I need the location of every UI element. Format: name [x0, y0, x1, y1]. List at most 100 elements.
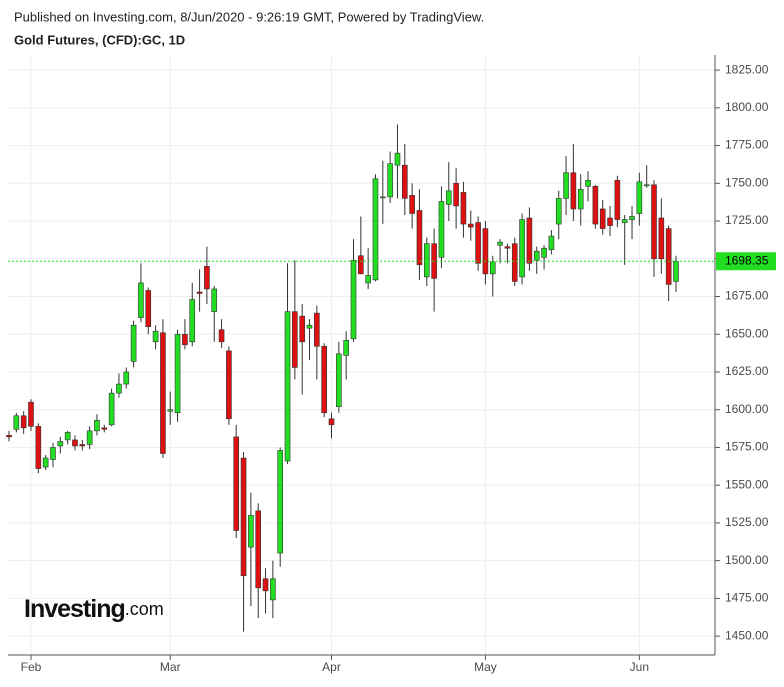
- grid: [8, 55, 715, 655]
- candle-body: [555, 198, 562, 225]
- x-tick-label: Apr: [322, 660, 341, 674]
- candle-body: [658, 217, 665, 260]
- candle-body: [577, 189, 584, 210]
- y-tick-label: 1750.00: [725, 175, 769, 189]
- candle-body: [226, 350, 232, 420]
- candles: [6, 124, 679, 632]
- y-tick-label: 1450.00: [725, 628, 769, 642]
- candle-body: [108, 392, 115, 426]
- candle-body: [563, 172, 569, 199]
- candle-body: [160, 332, 166, 454]
- candle-body: [394, 152, 401, 166]
- candle-body: [145, 290, 152, 327]
- candle-body: [284, 311, 291, 462]
- y-tick-label: 1600.00: [725, 402, 769, 416]
- candle-body: [358, 255, 364, 275]
- candle-body: [233, 436, 240, 531]
- candle-body: [482, 228, 489, 275]
- candle-body: [299, 315, 305, 343]
- candle-body: [292, 311, 298, 368]
- candle-body: [130, 324, 137, 362]
- candle-body: [94, 419, 100, 432]
- candle-body: [365, 275, 371, 284]
- candle-body: [57, 441, 64, 447]
- x-tick-label: Jun: [630, 660, 649, 674]
- candle-body: [174, 333, 181, 414]
- candle-body: [64, 432, 71, 441]
- candle-body: [28, 401, 34, 427]
- candle-body: [548, 235, 555, 251]
- y-tick-label: 1625.00: [725, 364, 769, 378]
- candle-body: [350, 259, 357, 340]
- candle-body: [387, 163, 393, 198]
- candle-body: [123, 371, 130, 385]
- candle-body: [270, 578, 276, 601]
- y-tick-label: 1500.00: [725, 553, 769, 567]
- candle-body: [585, 179, 591, 187]
- candle-body: [218, 329, 225, 343]
- x-tick-label: Feb: [21, 660, 42, 674]
- candle-body: [423, 243, 430, 278]
- x-tick-label: Mar: [160, 660, 181, 674]
- candle-body: [86, 430, 93, 445]
- candle-body: [167, 409, 174, 412]
- plot-area: [8, 55, 715, 655]
- candle-body: [336, 353, 342, 407]
- candle-body: [607, 217, 613, 226]
- candle-body: [262, 578, 269, 592]
- candle-body: [380, 196, 386, 199]
- y-tick-label: 1525.00: [725, 515, 769, 529]
- y-tick-label: 1800.00: [725, 100, 769, 114]
- candle-body: [504, 246, 511, 249]
- candle-body: [511, 243, 518, 282]
- candle-body: [42, 457, 49, 468]
- candle-body: [467, 223, 474, 228]
- candle-body: [519, 219, 525, 278]
- candle-body: [665, 228, 672, 285]
- x-tick-label: May: [474, 660, 497, 674]
- candle-body: [592, 186, 599, 225]
- chart-title: Gold Futures, (CFD):GC, 1D: [14, 32, 185, 47]
- candle-body: [138, 282, 144, 318]
- candle-body: [372, 178, 379, 281]
- candle-body: [79, 444, 86, 447]
- candle-body: [182, 333, 188, 346]
- y-tick-label: 1575.00: [725, 440, 769, 454]
- candle-body: [13, 415, 20, 430]
- candle-body: [211, 288, 218, 312]
- y-tick-label: 1675.00: [725, 289, 769, 303]
- candle-body: [204, 266, 210, 290]
- candle-body: [643, 184, 650, 187]
- candle-body: [438, 201, 445, 258]
- candle-body: [599, 208, 606, 229]
- candle-body: [116, 383, 122, 394]
- candle-body: [497, 241, 503, 246]
- candle-body: [314, 312, 320, 347]
- candle-body: [460, 192, 467, 225]
- logo: Investing.com: [24, 595, 164, 623]
- candle-body: [321, 346, 327, 414]
- candle-body: [409, 195, 415, 214]
- candle-body: [402, 164, 408, 199]
- candle-body: [343, 339, 349, 356]
- candle-body: [20, 415, 27, 429]
- candle-body: [240, 457, 247, 577]
- candle-body: [255, 510, 262, 589]
- candle-body: [533, 250, 540, 261]
- candle-body: [35, 426, 42, 469]
- candle-body: [101, 427, 108, 430]
- candle-body: [614, 179, 621, 220]
- y-tick-label: 1475.00: [725, 591, 769, 605]
- candle-body: [416, 210, 423, 266]
- candle-body: [277, 450, 283, 554]
- candle-body: [248, 515, 254, 548]
- candle-body: [152, 330, 159, 343]
- candle-body: [541, 247, 547, 258]
- candle-body: [196, 291, 203, 294]
- y-tick-label: 1825.00: [725, 62, 769, 76]
- logo-main: Investing: [24, 595, 125, 623]
- candle-body: [570, 172, 577, 210]
- candle-body: [629, 216, 635, 220]
- y-tick-label: 1775.00: [725, 138, 769, 152]
